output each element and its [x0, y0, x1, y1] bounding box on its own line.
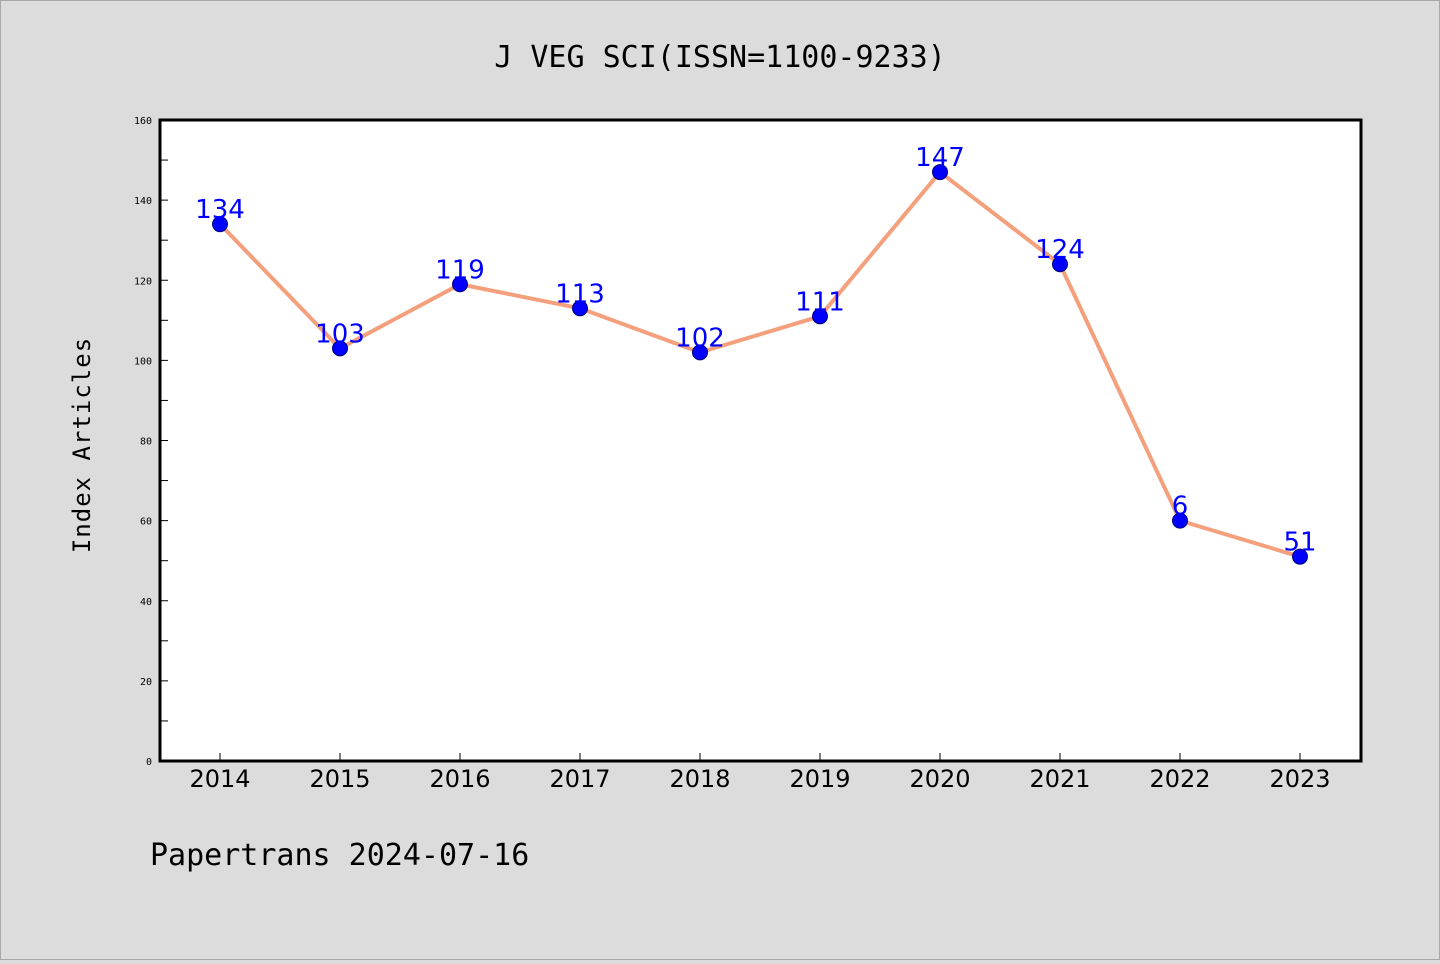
data-point: [692, 344, 708, 361]
y-tick-label: 140: [134, 196, 152, 207]
data-point: [932, 164, 948, 181]
y-tick-label: 40: [140, 597, 152, 608]
x-tick-label: 2014: [189, 765, 250, 793]
x-tick-label: 2015: [309, 765, 370, 793]
y-tick-label: 0: [146, 757, 152, 768]
data-label: 111: [795, 287, 845, 317]
data-point: [812, 308, 828, 325]
series-line: [218, 170, 1301, 559]
data-point: [1292, 548, 1308, 565]
data-point: [452, 276, 468, 293]
data-label: 6: [1172, 492, 1189, 522]
data-label: 51: [1283, 528, 1316, 558]
data-point: [1052, 256, 1068, 273]
x-tick-label: 2022: [1149, 765, 1210, 793]
data-label: 113: [555, 279, 605, 309]
y-tick-label: 80: [140, 437, 152, 448]
data-labels: 134 103 119 113 102 111 147 124 6 51: [195, 143, 1316, 558]
data-label: 147: [915, 143, 965, 173]
y-tick-label: 160: [134, 116, 152, 127]
data-label: 134: [195, 195, 245, 225]
x-tick-label: 2019: [789, 765, 850, 793]
y-tick-label: 120: [134, 276, 152, 287]
y-tick-label: 60: [140, 517, 152, 528]
y-tick-label: 100: [134, 356, 152, 367]
data-label: 124: [1035, 235, 1085, 265]
data-point: [572, 300, 588, 317]
x-tick-label: 2018: [669, 765, 730, 793]
data-point: [332, 340, 348, 357]
y-axis: 0 20 40 60 80 100 120 140 160: [134, 116, 168, 768]
y-axis-label: Index Articles: [68, 337, 96, 553]
x-tick-label: 2021: [1029, 765, 1090, 793]
data-point: [212, 216, 228, 233]
series-markers: [212, 164, 1308, 565]
chart-title: J VEG SCI(ISSN=1100-9233): [494, 40, 946, 75]
data-label: 102: [675, 323, 725, 353]
x-tick-label: 2020: [909, 765, 970, 793]
footer-watermark: Papertrans 2024-07-16: [150, 838, 529, 873]
y-tick-label: 20: [140, 677, 152, 688]
plot-area: [160, 120, 1361, 761]
data-label: 119: [435, 255, 485, 285]
data-point: [1172, 512, 1188, 529]
x-axis: 2014 2015 2016 2017 2018 2019 2020 2021 2022 2023: [189, 753, 1331, 793]
x-tick-label: 2017: [549, 765, 610, 793]
plot-border: [158, 118, 1363, 763]
x-tick-label: 2023: [1269, 765, 1330, 793]
x-tick-label: 2016: [429, 765, 490, 793]
data-label: 103: [315, 319, 365, 349]
